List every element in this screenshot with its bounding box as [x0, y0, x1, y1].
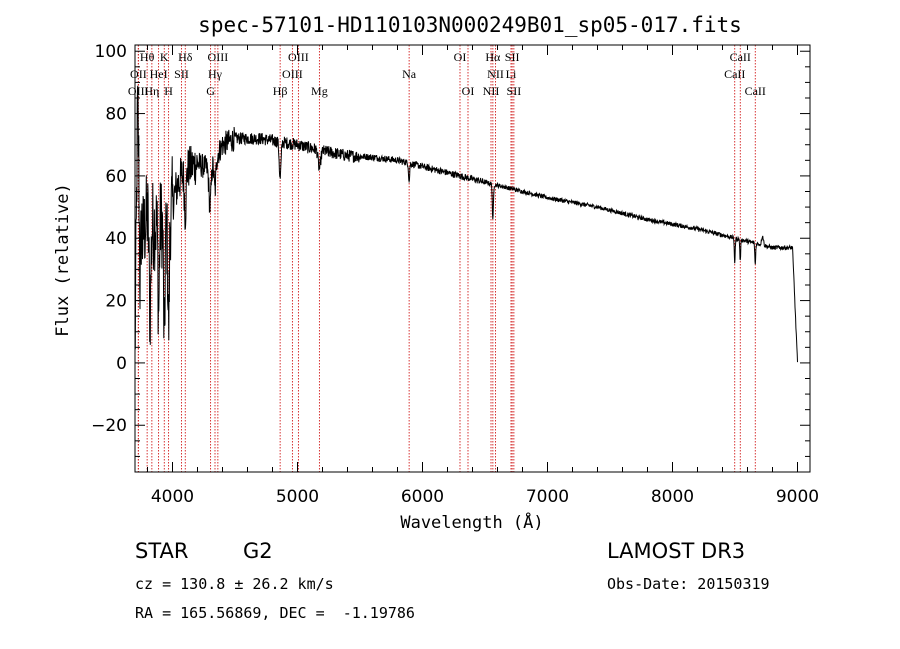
y-tick-label: 20 [105, 292, 127, 312]
y-tick-label: 40 [105, 229, 127, 249]
spectral-line-markers [137, 45, 756, 472]
x-tick-label: 7000 [526, 487, 569, 507]
y-tick-label: 0 [116, 354, 127, 374]
y-tick-label: −20 [91, 416, 127, 436]
x-axis-label: Wavelength (Å) [400, 511, 543, 533]
line-label-27: CaII [745, 84, 766, 98]
plot-frame [134, 44, 811, 473]
x-tick-label: 5000 [276, 487, 319, 507]
line-label-3: OIII [208, 50, 229, 64]
x-tick-label: 6000 [401, 487, 444, 507]
line-label-16: Li [506, 67, 517, 81]
line-label-1: K [160, 50, 169, 64]
chart-title: spec-57101-HD110103N000249B01_sp05-017.f… [198, 13, 742, 37]
line-label-8: CaII [730, 50, 751, 64]
line-label-19: Hη [144, 84, 159, 98]
line-label-2: Hδ [178, 50, 193, 64]
line-label-17: CaII [724, 67, 745, 81]
coordinates: RA = 165.56869, DEC = -1.19786 [135, 604, 415, 622]
object-class: STAR [135, 539, 189, 563]
line-label-25: NII [483, 84, 500, 98]
line-label-24: OI [462, 84, 475, 98]
line-label-0: Hθ [140, 50, 155, 64]
line-label-14: Na [402, 67, 417, 81]
line-label-6: Hα [485, 50, 501, 64]
line-label-18: OIII [128, 84, 149, 98]
line-label-20: H [164, 84, 173, 98]
line-label-13: OIII [282, 67, 303, 81]
y-axis-label: Flux (relative) [53, 183, 73, 337]
line-label-21: G [206, 84, 215, 98]
line-label-4: OIII [288, 50, 309, 64]
line-label-7: SII [505, 50, 520, 64]
object-subclass: G2 [243, 539, 273, 563]
y-tick-label: 80 [105, 105, 127, 125]
x-axis-ticks: 4000 5000 6000 7000 8000 9000 [147, 45, 819, 507]
obs-date: Obs-Date: 20150319 [607, 575, 770, 593]
line-label-10: HeI [150, 67, 168, 81]
line-label-12: Hγ [208, 67, 223, 81]
redshift-readout: cz = 130.8 ± 26.2 km/s [135, 575, 334, 593]
x-tick-label: 4000 [151, 487, 194, 507]
x-tick-label: 8000 [651, 487, 694, 507]
y-tick-label: 100 [95, 42, 127, 62]
line-label-11: SII [174, 67, 189, 81]
line-label-22: Hβ [273, 84, 288, 98]
survey-name: LAMOST DR3 [607, 539, 746, 563]
y-tick-label: 60 [105, 167, 127, 187]
line-label-23: Mg [311, 84, 328, 98]
line-label-5: OI [454, 50, 467, 64]
line-label-15: NII [487, 67, 504, 81]
y-axis-ticks: −20 0 20 40 60 80 100 [91, 42, 810, 457]
spectral-line-labels: Hθ K Hδ OIII OIII OI Hα SII CaII OII HeI SII Hγ OIII N… [128, 50, 766, 98]
spectrum-series [134, 85, 798, 363]
line-label-26: SII [507, 84, 522, 98]
x-tick-label: 9000 [776, 487, 819, 507]
line-label-9: OII [130, 67, 147, 81]
spectrum-line [134, 85, 798, 363]
